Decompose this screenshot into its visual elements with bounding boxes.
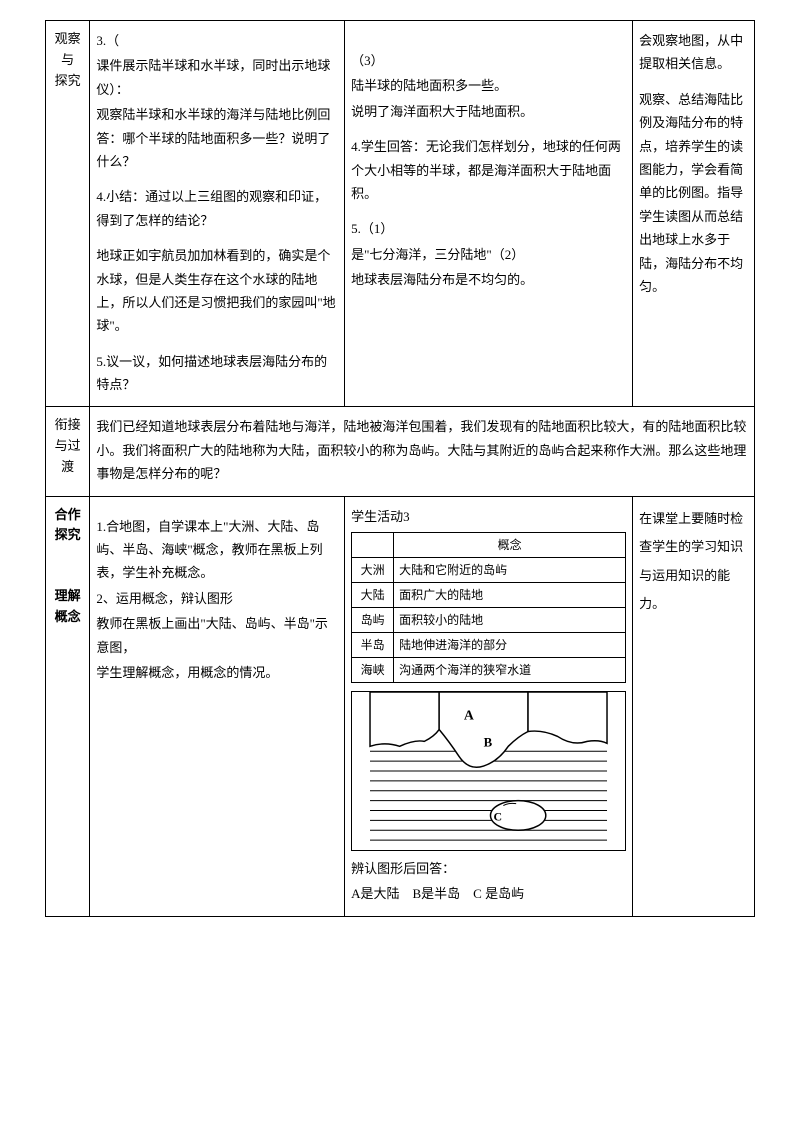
- r1l-p6: 5.议一议，如何描述地球表层海陆分布的特点？: [96, 350, 338, 397]
- row3-label-2: 探究: [52, 525, 83, 546]
- row1-label-cell: 观察 与 探究: [46, 21, 90, 407]
- r3l-p1: 1.合地图，自学课本上"大洲、大陆、岛屿、半岛、海峡"概念，教师在黑板上列表，学…: [96, 515, 338, 585]
- r1l-p5: 地球正如宇航员加加林看到的，确实是个水球，但是人类生存在这个水球的陆地上，所以人…: [96, 244, 338, 338]
- ct-r5c1: 海峡: [352, 658, 394, 683]
- row1-purpose-cell: 会观察地图，从中提取相关信息。 观察、总结海陆比例及海陆分布的特点，培养学生的读…: [633, 21, 755, 407]
- ct-r5c2: 沟通两个海洋的狭窄水道: [394, 658, 626, 683]
- row3-purpose-cell: 在课堂上要随时检查学生的学习知识与运用知识的能力。: [633, 496, 755, 916]
- r3l-p2: 2、运用概念，辩认图形: [96, 587, 338, 610]
- ct-r3c1: 岛屿: [352, 608, 394, 633]
- r1m-p6: 是"七分海洋，三分陆地"（2）: [351, 243, 626, 266]
- ct-r2c1: 大陆: [352, 583, 394, 608]
- ct-h1: [352, 533, 394, 558]
- lesson-plan-table: 观察 与 探究 3.（ 课件展示陆半球和水半球，同时出示地球仪）： 观察陆半球和…: [45, 20, 755, 917]
- row-concept: 合作 探究 理解 概念 1.合地图，自学课本上"大洲、大陆、岛屿、半岛、海峡"概…: [46, 496, 755, 916]
- row3-label-4: 概念: [52, 607, 83, 628]
- row3-teacher-cell: 1.合地图，自学课本上"大洲、大陆、岛屿、半岛、海峡"概念，教师在黑板上列表，学…: [90, 496, 345, 916]
- diagram-svg: A B C: [352, 692, 625, 850]
- concept-table: 概念 大洲 大陆和它附近的岛屿 大陆 面积广大的陆地 岛屿 面积较小的陆地 半岛…: [351, 532, 626, 683]
- r1m-p4: 4.学生回答：无论我们怎样划分，地球的任何两个大小相等的半球，都是海洋面积大于陆…: [351, 135, 626, 205]
- continent-diagram: A B C: [351, 691, 626, 851]
- r1l-p3: 观察陆半球和水半球的海洋与陆地比例回答：哪个半球的陆地面积多一些？说明了什么？: [96, 103, 338, 173]
- ct-r2c2: 面积广大的陆地: [394, 583, 626, 608]
- row2-text: 我们已经知道地球表层分布着陆地与海洋，陆地被海洋包围着，我们发现有的陆地面积比较…: [96, 415, 748, 485]
- diagram-label-c: C: [494, 809, 503, 823]
- diagram-label-a: A: [464, 708, 474, 723]
- r3m-title: 学生活动3: [351, 505, 626, 528]
- r3m-answer2: A是大陆 B是半岛 C 是岛屿: [351, 882, 626, 905]
- row3-label-cell: 合作 探究 理解 概念: [46, 496, 90, 916]
- row2-label-3: 渡: [52, 457, 83, 478]
- row-transition: 衔接 与过 渡 我们已经知道地球表层分布着陆地与海洋，陆地被海洋包围着，我们发现…: [46, 407, 755, 496]
- r1m-p2: 陆半球的陆地面积多一些。: [351, 74, 626, 97]
- row1-label-2: 与: [52, 50, 83, 71]
- ct-r3c2: 面积较小的陆地: [394, 608, 626, 633]
- row1-label-1: 观察: [52, 29, 83, 50]
- r1m-p1: （3）: [351, 49, 626, 72]
- r3l-p4: 学生理解概念，用概念的情况。: [96, 661, 338, 684]
- row3-student-cell: 学生活动3 概念 大洲 大陆和它附近的岛屿 大陆 面积广大的陆地 岛屿 面积较小…: [345, 496, 633, 916]
- r3m-answer: 辨认图形后回答：: [351, 857, 626, 880]
- r1l-p2: 课件展示陆半球和水半球，同时出示地球仪）：: [96, 54, 338, 101]
- r1l-p4: 4.小结：通过以上三组图的观察和印证，得到了怎样的结论？: [96, 185, 338, 232]
- ct-r1c1: 大洲: [352, 558, 394, 583]
- row2-label-1: 衔接: [52, 415, 83, 436]
- row2-label-2: 与过: [52, 436, 83, 457]
- diagram-label-b: B: [484, 735, 493, 749]
- row2-text-cell: 我们已经知道地球表层分布着陆地与海洋，陆地被海洋包围着，我们发现有的陆地面积比较…: [90, 407, 755, 496]
- ct-r1c2: 大陆和它附近的岛屿: [394, 558, 626, 583]
- row1-label-3: 探究: [52, 71, 83, 92]
- r3l-p3: 教师在黑板上画出"大陆、岛屿、半岛"示意图，: [96, 612, 338, 659]
- r1m-p7: 地球表层海陆分布是不均匀的。: [351, 268, 626, 291]
- ct-h2: 概念: [394, 533, 626, 558]
- r1r-p1: 会观察地图，从中提取相关信息。: [639, 29, 748, 76]
- row1-student-cell: （3） 陆半球的陆地面积多一些。 说明了海洋面积大于陆地面积。 4.学生回答：无…: [345, 21, 633, 407]
- row-observe: 观察 与 探究 3.（ 课件展示陆半球和水半球，同时出示地球仪）： 观察陆半球和…: [46, 21, 755, 407]
- row3-label-3: 理解: [52, 586, 83, 607]
- r1m-p5: 5.（1）: [351, 217, 626, 240]
- r1r-p2: 观察、总结海陆比例及海陆分布的特点，培养学生的读图能力，学会看简单的比例图。指导…: [639, 88, 748, 299]
- r1m-p3: 说明了海洋面积大于陆地面积。: [351, 100, 626, 123]
- row3-label-1: 合作: [52, 505, 83, 526]
- ct-r4c2: 陆地伸进海洋的部分: [394, 633, 626, 658]
- row2-label-cell: 衔接 与过 渡: [46, 407, 90, 496]
- ct-r4c1: 半岛: [352, 633, 394, 658]
- r3r-text: 在课堂上要随时检查学生的学习知识与运用知识的能力。: [639, 505, 748, 619]
- r1l-p1: 3.（: [96, 29, 338, 52]
- row1-teacher-cell: 3.（ 课件展示陆半球和水半球，同时出示地球仪）： 观察陆半球和水半球的海洋与陆…: [90, 21, 345, 407]
